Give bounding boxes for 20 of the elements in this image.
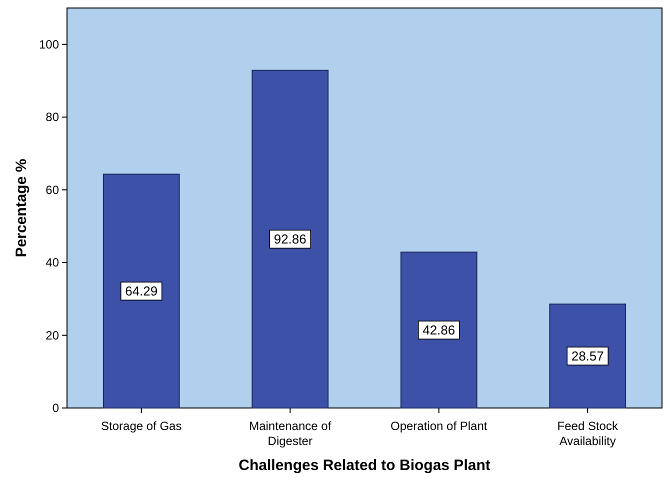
y-axis-title: Percentage % [13,158,30,258]
x-tick-label: Storage of Gas [101,419,182,433]
x-tick-label: Feed Stock Availability [557,419,619,448]
bar [252,70,329,408]
x-axis-title: Challenges Related to Biogas Plant [238,457,490,474]
y-tick-label: 80 [46,110,60,124]
data-label: 28.57 [571,348,604,364]
y-tick-label: 40 [46,256,60,270]
y-tick-label: 20 [46,328,60,342]
data-label: 92.86 [274,232,306,247]
x-tick-label: Operation of Plant [390,419,488,433]
y-tick-label: 100 [38,37,60,52]
y-tick-label: 60 [46,182,60,197]
x-tick-label: Maintenance of Digester [249,419,332,448]
bar [549,304,626,408]
bar [102,174,180,408]
data-label: 42.86 [422,322,456,338]
bar [400,252,478,408]
y-tick-label: 0 [52,401,60,415]
data-label: 64.29 [125,284,158,299]
